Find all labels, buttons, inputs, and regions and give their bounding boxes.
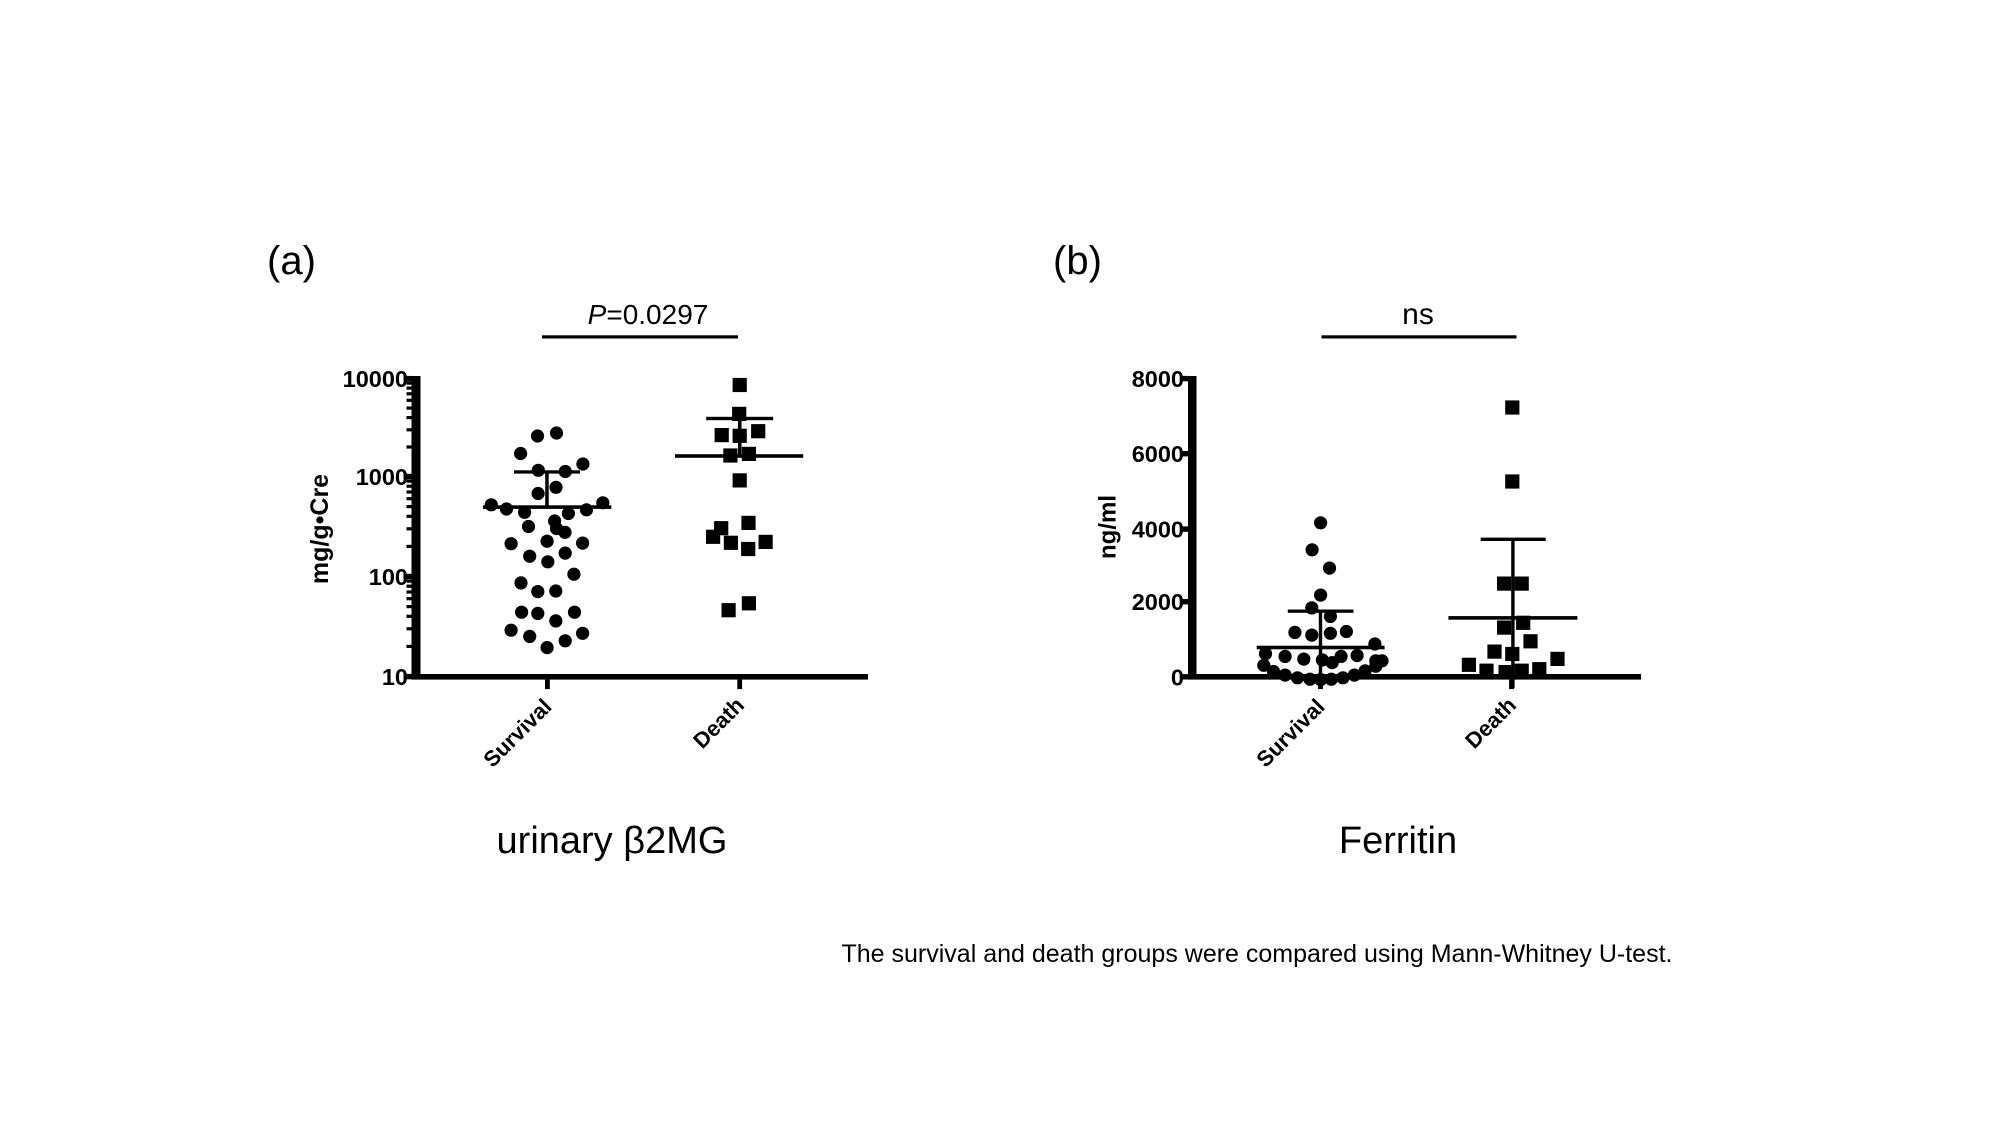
svg-text:ns: ns: [1402, 298, 1434, 331]
svg-text:1000: 1000: [356, 464, 408, 490]
svg-text:8000: 8000: [1132, 366, 1184, 392]
svg-text:4000: 4000: [1132, 517, 1184, 543]
svg-text:Survival: Survival: [1251, 694, 1329, 772]
svg-text:0: 0: [1171, 664, 1184, 690]
svg-text:10000: 10000: [343, 366, 408, 392]
svg-text:Ferritin: Ferritin: [1339, 820, 1457, 862]
svg-text:10: 10: [382, 664, 408, 690]
svg-text:(b): (b): [1053, 239, 1102, 283]
svg-text:urinary β2MG: urinary β2MG: [497, 820, 728, 862]
svg-text:Death: Death: [688, 692, 749, 753]
svg-text:The survival and death groups: The survival and death groups were compa…: [842, 940, 1673, 968]
svg-text:Survival: Survival: [478, 694, 556, 772]
svg-text:ng/ml: ng/ml: [1095, 495, 1122, 559]
svg-text:Death: Death: [1460, 692, 1521, 753]
svg-text:2000: 2000: [1132, 589, 1184, 615]
svg-text:P=0.0297: P=0.0297: [588, 299, 709, 330]
svg-text:6000: 6000: [1132, 441, 1184, 467]
svg-text:mg/g•Cre: mg/g•Cre: [306, 474, 334, 584]
svg-text:100: 100: [369, 564, 408, 590]
svg-text:(a): (a): [267, 239, 316, 283]
